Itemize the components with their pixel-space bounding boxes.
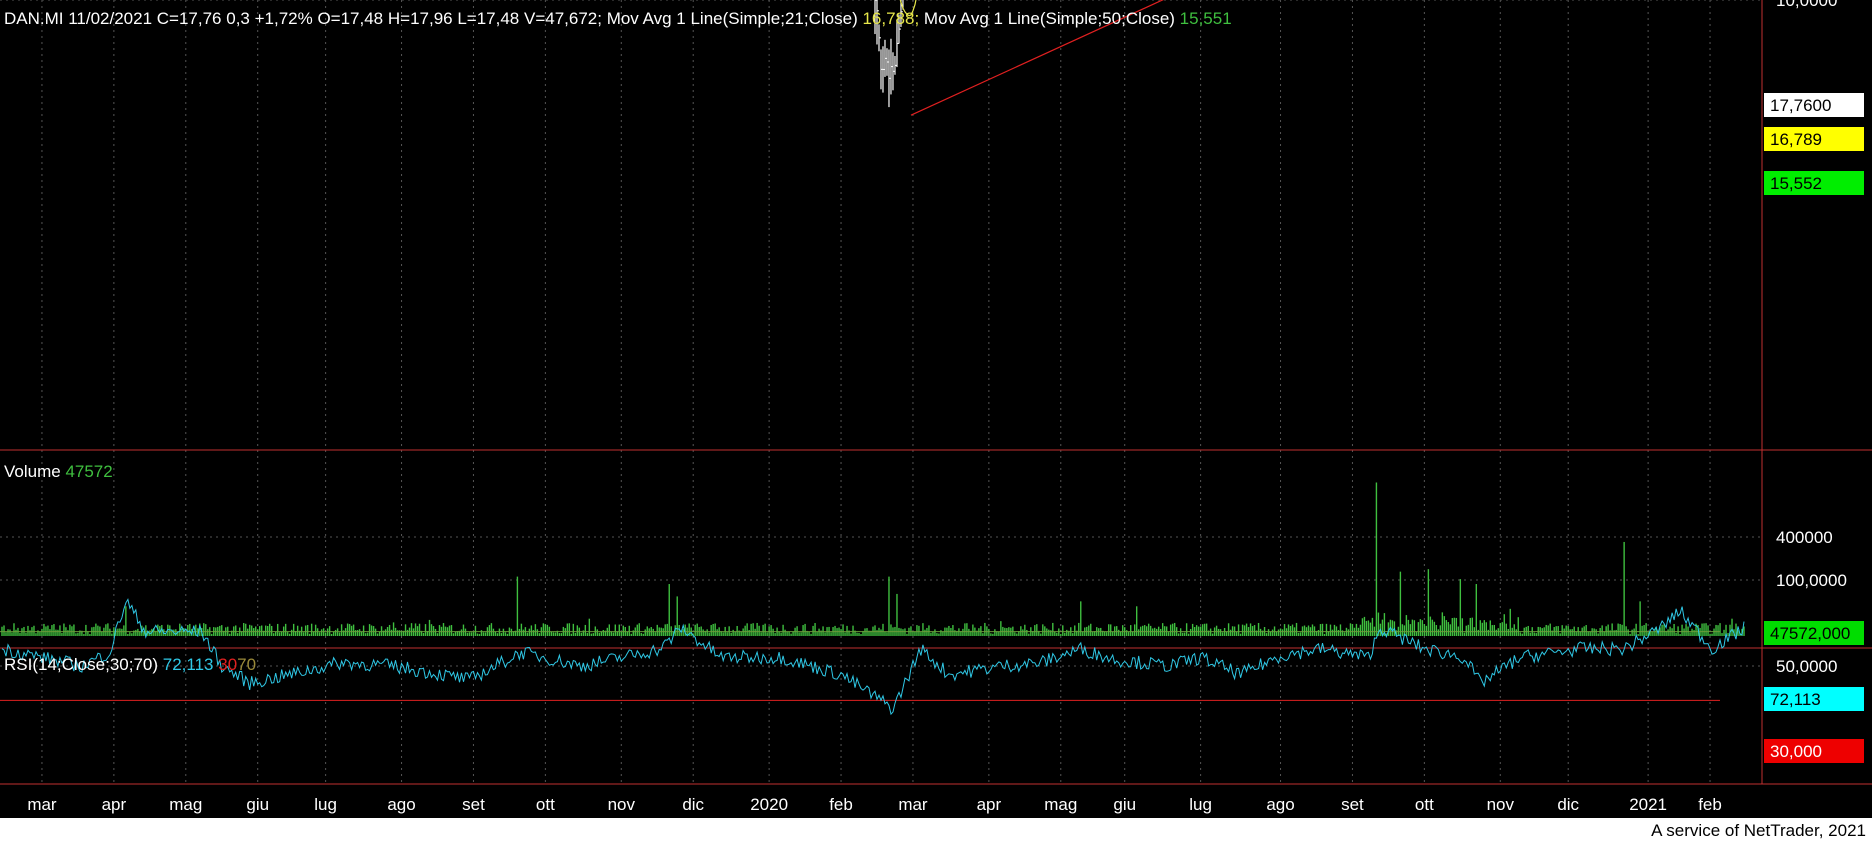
x-tick-label: ago (387, 795, 415, 814)
x-axis-labels: mar apr mag giu lug ago set ott nov dic 2020 feb mar… (27, 795, 1722, 814)
rsi-box-bg (1764, 687, 1864, 711)
grid (0, 0, 1762, 784)
rsi-lower: 30 (218, 655, 237, 674)
last-value-boxes: 17,7600 16,789 15,552 47572,000 72,113 30,000 (1764, 93, 1864, 763)
axes (0, 0, 1872, 785)
footer: A service of NetTrader, 2021 (0, 818, 1872, 844)
rsi-label: RSI(14;Close;30;70) (4, 655, 158, 674)
volume-series (1, 482, 1745, 636)
x-tick-label: apr (977, 795, 1002, 814)
rsi-lower-box: 30,000 (1770, 742, 1822, 761)
ma50-box: 15,552 (1770, 174, 1822, 193)
last-price-box: 17,7600 (1770, 96, 1831, 115)
x-tick-label: giu (1113, 795, 1136, 814)
y-tick-label: 10,0000 (1776, 0, 1837, 10)
volume-label: Volume (4, 462, 61, 481)
rsi-upper: 70 (237, 655, 256, 674)
x-tick-label: ago (1266, 795, 1294, 814)
x-tick-label: lug (314, 795, 337, 814)
rsi-legend: RSI(14;Close;30;70) 72,113 3070 (4, 655, 256, 674)
volume-box-bg (1764, 621, 1864, 645)
header-legend: DAN.MI 11/02/2021 C=17,76 0,3 +1,72% O=1… (4, 9, 1232, 28)
rsi-line (1, 598, 1745, 716)
x-tick-label: giu (246, 795, 269, 814)
ma21-label: Mov Avg 1 Line(Simple;21;Close) (602, 9, 858, 28)
x-tick-label: nov (608, 795, 636, 814)
ma21-value: 16,788; (858, 9, 919, 28)
x-tick-label: set (462, 795, 485, 814)
volume-box: 47572,000 (1770, 624, 1850, 643)
x-tick-label: 2021 (1629, 795, 1667, 814)
x-tick-label: mag (169, 795, 202, 814)
y-axis-labels: 20,000018,000016,000014,000012,000010,00… (1776, 0, 1847, 676)
x-tick-label: dic (1557, 795, 1579, 814)
ma50-label: Mov Avg 1 Line(Simple;50;Close) (919, 9, 1175, 28)
trendlines (910, 0, 1164, 116)
x-tick-label: mar (27, 795, 57, 814)
x-tick-label: dic (682, 795, 704, 814)
ma21-box-bg (1764, 127, 1864, 151)
x-tick-label: nov (1487, 795, 1515, 814)
rsi-box: 72,113 (1770, 690, 1821, 709)
x-tick-label: ott (536, 795, 555, 814)
x-tick-label: feb (1698, 795, 1722, 814)
rsi-lower-box-bg (1764, 739, 1864, 763)
footer-credit: A service of NetTrader, 2021 (1651, 821, 1866, 840)
ma50-value: 15,551 (1175, 9, 1232, 28)
y-tick-label: 400000 (1776, 528, 1833, 547)
rsi-series (0, 598, 1745, 716)
x-tick-label: set (1341, 795, 1364, 814)
x-tick-label: mag (1044, 795, 1077, 814)
volume-legend: Volume 47572 (4, 462, 113, 481)
ma50-box-bg (1764, 171, 1864, 195)
ma21-box: 16,789 (1770, 130, 1822, 149)
channel-lower-line (910, 0, 1164, 116)
x-tick-label: mar (898, 795, 928, 814)
x-tick-label: 2020 (750, 795, 788, 814)
x-tick-label: ott (1415, 795, 1434, 814)
stock-chart: 20,000018,000016,000014,000012,000010,00… (0, 0, 1872, 814)
x-tick-label: apr (102, 795, 127, 814)
rsi-value: 72,113 (163, 655, 214, 674)
y-tick-label: 100,0000 (1776, 571, 1847, 590)
x-tick-label: lug (1189, 795, 1212, 814)
x-tick-label: feb (829, 795, 853, 814)
last-price-box-bg (1764, 93, 1864, 117)
y-tick-label: 50,0000 (1776, 657, 1837, 676)
volume-value: 47572 (65, 462, 112, 481)
ticker-info: DAN.MI 11/02/2021 C=17,76 0,3 +1,72% O=1… (4, 9, 602, 28)
